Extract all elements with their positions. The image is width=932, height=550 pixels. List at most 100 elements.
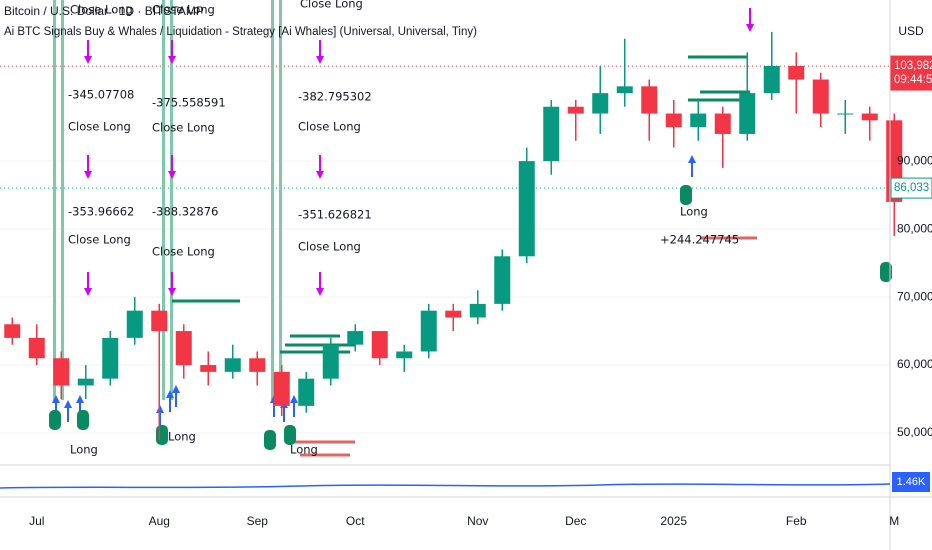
candle-body xyxy=(494,256,511,304)
x-tick-label: 2025 xyxy=(660,514,687,528)
candle-body xyxy=(812,79,829,114)
exit-arrow-head xyxy=(84,288,92,296)
exit-arrow-head xyxy=(316,288,324,296)
exit-arrow-head xyxy=(746,24,754,32)
annotation: -375.558591 xyxy=(152,96,226,110)
chart-title: Bitcoin / U.S. Dollar · 1D · BITSTAMP xyxy=(4,4,204,18)
annotation: Close Long xyxy=(300,0,363,11)
candle-body xyxy=(28,337,45,359)
candle-body xyxy=(53,358,70,386)
entry-arrow-head xyxy=(688,155,696,163)
exit-arrow-head xyxy=(168,171,176,179)
x-tick-label: Oct xyxy=(346,514,365,528)
candle-body xyxy=(200,365,217,372)
candle-body xyxy=(126,310,143,338)
x-tick-label: Sep xyxy=(247,514,269,528)
trade-zone xyxy=(170,0,173,400)
annotation: Close Long xyxy=(298,240,361,254)
entry-marker xyxy=(680,185,692,205)
annotation: Close Long xyxy=(152,3,215,17)
candle-body xyxy=(445,310,462,318)
annotations: Close Long Close Long Close Long -345.07708… xyxy=(68,0,739,457)
annotation: Close Long xyxy=(298,120,361,134)
trade-zone xyxy=(271,0,274,400)
volume-label-bg xyxy=(892,472,930,492)
annotation: -388.32876 xyxy=(152,205,218,219)
exit-arrow-head xyxy=(84,171,92,179)
entry-marker xyxy=(880,262,892,282)
y-tick-label: 70,000 xyxy=(897,289,932,303)
entry-marker xyxy=(284,425,296,445)
candle-body xyxy=(396,351,413,359)
candle-body xyxy=(175,331,192,366)
candle-body xyxy=(77,378,94,386)
exit-arrow-head xyxy=(84,56,92,64)
annotation: Long xyxy=(680,205,708,219)
x-tick-label: M xyxy=(889,514,899,528)
entry-marker xyxy=(77,410,89,430)
candle-body xyxy=(665,113,682,128)
candles xyxy=(4,31,903,440)
candle-body xyxy=(763,65,780,94)
exit-arrow-head xyxy=(168,56,176,64)
currency: USD xyxy=(898,24,924,38)
x-tick-label: Nov xyxy=(467,514,488,528)
candle-body xyxy=(347,331,364,345)
entry-marker xyxy=(49,410,61,430)
entry-arrow-head xyxy=(166,390,174,398)
price-label: 103,982 xyxy=(894,60,932,72)
y-tick-label: 80,000 xyxy=(897,221,932,235)
price-countdown: 09:44:57 xyxy=(894,74,932,86)
annotation: -345.07708 xyxy=(68,88,134,102)
annotation: Close Long xyxy=(68,120,131,134)
candle-body xyxy=(4,324,21,338)
annotation: +244.247745 xyxy=(660,233,739,247)
entry-arrow-head xyxy=(172,385,180,393)
candle-body xyxy=(616,86,633,94)
annotation: -353.96662 xyxy=(68,205,134,219)
y-tick-label: 90,000 xyxy=(897,153,932,167)
entry-arrow-head xyxy=(52,395,60,403)
candle-body xyxy=(371,331,388,359)
entry-marker xyxy=(156,425,168,445)
candle-body xyxy=(102,337,119,379)
candle-body xyxy=(249,358,266,372)
volume-label: 1.46K xyxy=(897,476,926,488)
candle-body xyxy=(518,161,535,257)
chart-subtitle: Ai BTC Signals Buy & Whales / Liquidatio… xyxy=(4,26,477,38)
candle-body xyxy=(298,378,315,406)
grid xyxy=(0,65,890,434)
y-tick-label: 50,000 xyxy=(897,425,932,439)
candle-body xyxy=(592,93,609,114)
annotation: Long xyxy=(290,443,318,457)
annotation: Close Long xyxy=(152,245,215,259)
price-label-bg xyxy=(890,177,932,199)
entry-arrow-head xyxy=(290,395,298,403)
candle-body xyxy=(420,310,437,352)
trade-zone xyxy=(162,0,165,400)
candle-body xyxy=(567,106,584,114)
annotation: -351.626821 xyxy=(298,208,372,222)
candle-body xyxy=(322,344,339,379)
candle-body xyxy=(641,86,658,114)
annotation: Close Long xyxy=(68,233,131,247)
annotation: Long xyxy=(70,443,98,457)
trade-zone xyxy=(61,0,64,400)
candle-body xyxy=(469,303,486,318)
volume-ma xyxy=(0,483,891,489)
exit-arrow-head xyxy=(316,171,324,179)
price-label-bg xyxy=(890,55,932,91)
candle-body xyxy=(837,113,854,115)
exit-arrow-head xyxy=(168,288,176,296)
candle-body xyxy=(543,106,560,162)
candle-body xyxy=(788,65,805,80)
x-tick-label: Jul xyxy=(29,514,44,528)
candle-body xyxy=(714,113,731,134)
trade-zone xyxy=(279,0,282,400)
annotation: Close Long xyxy=(152,121,215,135)
annotation: Close Long xyxy=(70,3,133,17)
candle-body xyxy=(861,113,878,121)
y-tick-label: 60,000 xyxy=(897,357,932,371)
candle-body xyxy=(224,358,241,372)
